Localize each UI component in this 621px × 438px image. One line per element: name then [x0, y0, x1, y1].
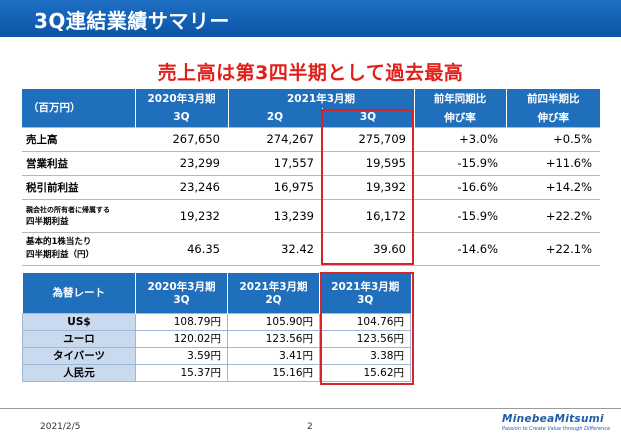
fx-col-line1: 2021年3月期 — [331, 281, 400, 294]
fx-value: 3.59円 — [135, 346, 228, 365]
fx-value: 123.56円 — [227, 329, 320, 348]
footer-divider — [0, 408, 621, 409]
row-label: 基本的1株当たり 四半期利益（円） — [22, 231, 135, 266]
logo-wordmark: MinebeaMitsumi — [502, 413, 604, 425]
cell-value: 19,232 — [135, 198, 228, 232]
company-logo: MinebeaMitsumi Passion to Create Value t… — [502, 413, 614, 435]
fx-row-thb: タイバーツ 3.59円 3.41円 3.38円 — [22, 346, 411, 365]
cell-value: 13,239 — [228, 198, 322, 232]
subheader-qoq: 伸び率 — [506, 108, 600, 127]
fx-currency-label: タイバーツ — [22, 346, 136, 365]
fx-value: 3.38円 — [319, 346, 411, 365]
fx-value: 15.62円 — [319, 363, 411, 382]
fx-value: 3.41円 — [227, 346, 320, 365]
subheader-2021-3q: 3Q — [322, 108, 415, 127]
cell-value: +0.5% — [506, 126, 600, 151]
subheader-2020-3q: 3Q — [135, 108, 229, 127]
fx-currency-label: ユーロ — [22, 329, 136, 348]
page-number: 2 — [307, 422, 313, 432]
fx-col-2020-3q: 2020年3月期 3Q — [135, 273, 228, 313]
row-label: 親会社の所有者に帰属する 四半期利益 — [22, 198, 135, 232]
fx-row-euro: ユーロ 120.02円 123.56円 123.56円 — [22, 329, 411, 348]
fx-header-label: 為替レート — [22, 273, 136, 313]
col-header-yoy: 前年同期比 — [414, 89, 507, 108]
cell-value: -14.6% — [414, 231, 506, 266]
fx-currency-label: US$ — [22, 312, 136, 331]
cell-value: 19,595 — [322, 150, 414, 175]
fx-col-line2: 3Q — [173, 294, 190, 307]
table-row-net-income: 親会社の所有者に帰属する 四半期利益 19,232 13,239 16,172 -… — [22, 198, 600, 232]
cell-value: +22.1% — [506, 231, 600, 266]
fx-col-line1: 2020年3月期 — [147, 281, 216, 294]
row-label: 税引前利益 — [22, 174, 135, 199]
fx-row-usd: US$ 108.79円 105.90円 104.76円 — [22, 312, 411, 331]
cell-value: 32.42 — [228, 231, 322, 266]
subheader-2021-2q: 2Q — [228, 108, 323, 127]
fx-value: 120.02円 — [135, 329, 228, 348]
row-label: 売上高 — [22, 126, 135, 151]
cell-value: +22.2% — [506, 198, 600, 232]
cell-value: -16.6% — [414, 174, 506, 199]
fx-value: 15.16円 — [227, 363, 320, 382]
fx-rate-table: 為替レート 2020年3月期 3Q 2021年3月期 2Q 2021年3月期 3Q U… — [22, 273, 411, 382]
fx-value: 105.90円 — [227, 312, 320, 331]
row-label-line2: 四半期利益（円） — [26, 249, 95, 260]
fx-value: 104.76円 — [319, 312, 411, 331]
unit-label: （百万円） — [22, 89, 136, 127]
cell-value: 16,975 — [228, 174, 322, 199]
row-label-line2: 四半期利益 — [26, 216, 69, 227]
cell-value: 274,267 — [228, 126, 322, 151]
cell-value: 19,392 — [322, 174, 414, 199]
headline: 売上高は第3四半期として過去最高 — [157, 62, 464, 84]
fx-col-2021-3q: 2021年3月期 3Q — [319, 273, 411, 313]
fx-col-line2: 3Q — [357, 294, 374, 307]
cell-value: 23,299 — [135, 150, 228, 175]
cell-value: 275,709 — [322, 126, 414, 151]
fx-col-line2: 2Q — [265, 294, 282, 307]
slide-header-bar: 3Q連結業績サマリー — [0, 0, 621, 37]
cell-value: +3.0% — [414, 126, 506, 151]
cell-value: 17,557 — [228, 150, 322, 175]
cell-value: 46.35 — [135, 231, 228, 266]
cell-value: 267,650 — [135, 126, 228, 151]
fx-value: 15.37円 — [135, 363, 228, 382]
fx-col-line1: 2021年3月期 — [239, 281, 308, 294]
fx-row-cny: 人民元 15.37円 15.16円 15.62円 — [22, 363, 411, 382]
row-label: 営業利益 — [22, 150, 135, 175]
fx-value: 123.56円 — [319, 329, 411, 348]
row-label-line1: 基本的1株当たり — [26, 236, 92, 247]
fx-col-2021-2q: 2021年3月期 2Q — [227, 273, 320, 313]
logo-tagline: Passion to Create Value through Differen… — [502, 426, 611, 432]
cell-value: 39.60 — [322, 231, 414, 266]
footer-date: 2021/2/5 — [40, 422, 81, 432]
cell-value: 16,172 — [322, 198, 414, 232]
row-label-line1: 親会社の所有者に帰属する — [26, 205, 110, 214]
cell-value: +11.6% — [506, 150, 600, 175]
col-header-qoq: 前四半期比 — [506, 89, 600, 108]
subheader-yoy: 伸び率 — [414, 108, 507, 127]
col-header-fy2021: 2021年3月期 — [228, 89, 415, 108]
fx-value: 108.79円 — [135, 312, 228, 331]
table-row-net-sales: 売上高 267,650 274,267 275,709 +3.0% +0.5% — [22, 126, 600, 151]
table-row-pretax-income: 税引前利益 23,246 16,975 19,392 -16.6% +14.2% — [22, 174, 600, 199]
cell-value: -15.9% — [414, 198, 506, 232]
cell-value: 23,246 — [135, 174, 228, 199]
fx-currency-label: 人民元 — [22, 363, 136, 382]
slide-title: 3Q連結業績サマリー — [34, 9, 230, 33]
cell-value: -15.9% — [414, 150, 506, 175]
table-row-operating-income: 営業利益 23,299 17,557 19,595 -15.9% +11.6% — [22, 150, 600, 175]
results-table: （百万円） 2020年3月期 2021年3月期 前年同期比 前四半期比 3Q 2… — [22, 89, 600, 266]
col-header-fy2020: 2020年3月期 — [135, 89, 229, 108]
cell-value: +14.2% — [506, 174, 600, 199]
table-row-eps: 基本的1株当たり 四半期利益（円） 46.35 32.42 39.60 -14.6… — [22, 231, 600, 266]
